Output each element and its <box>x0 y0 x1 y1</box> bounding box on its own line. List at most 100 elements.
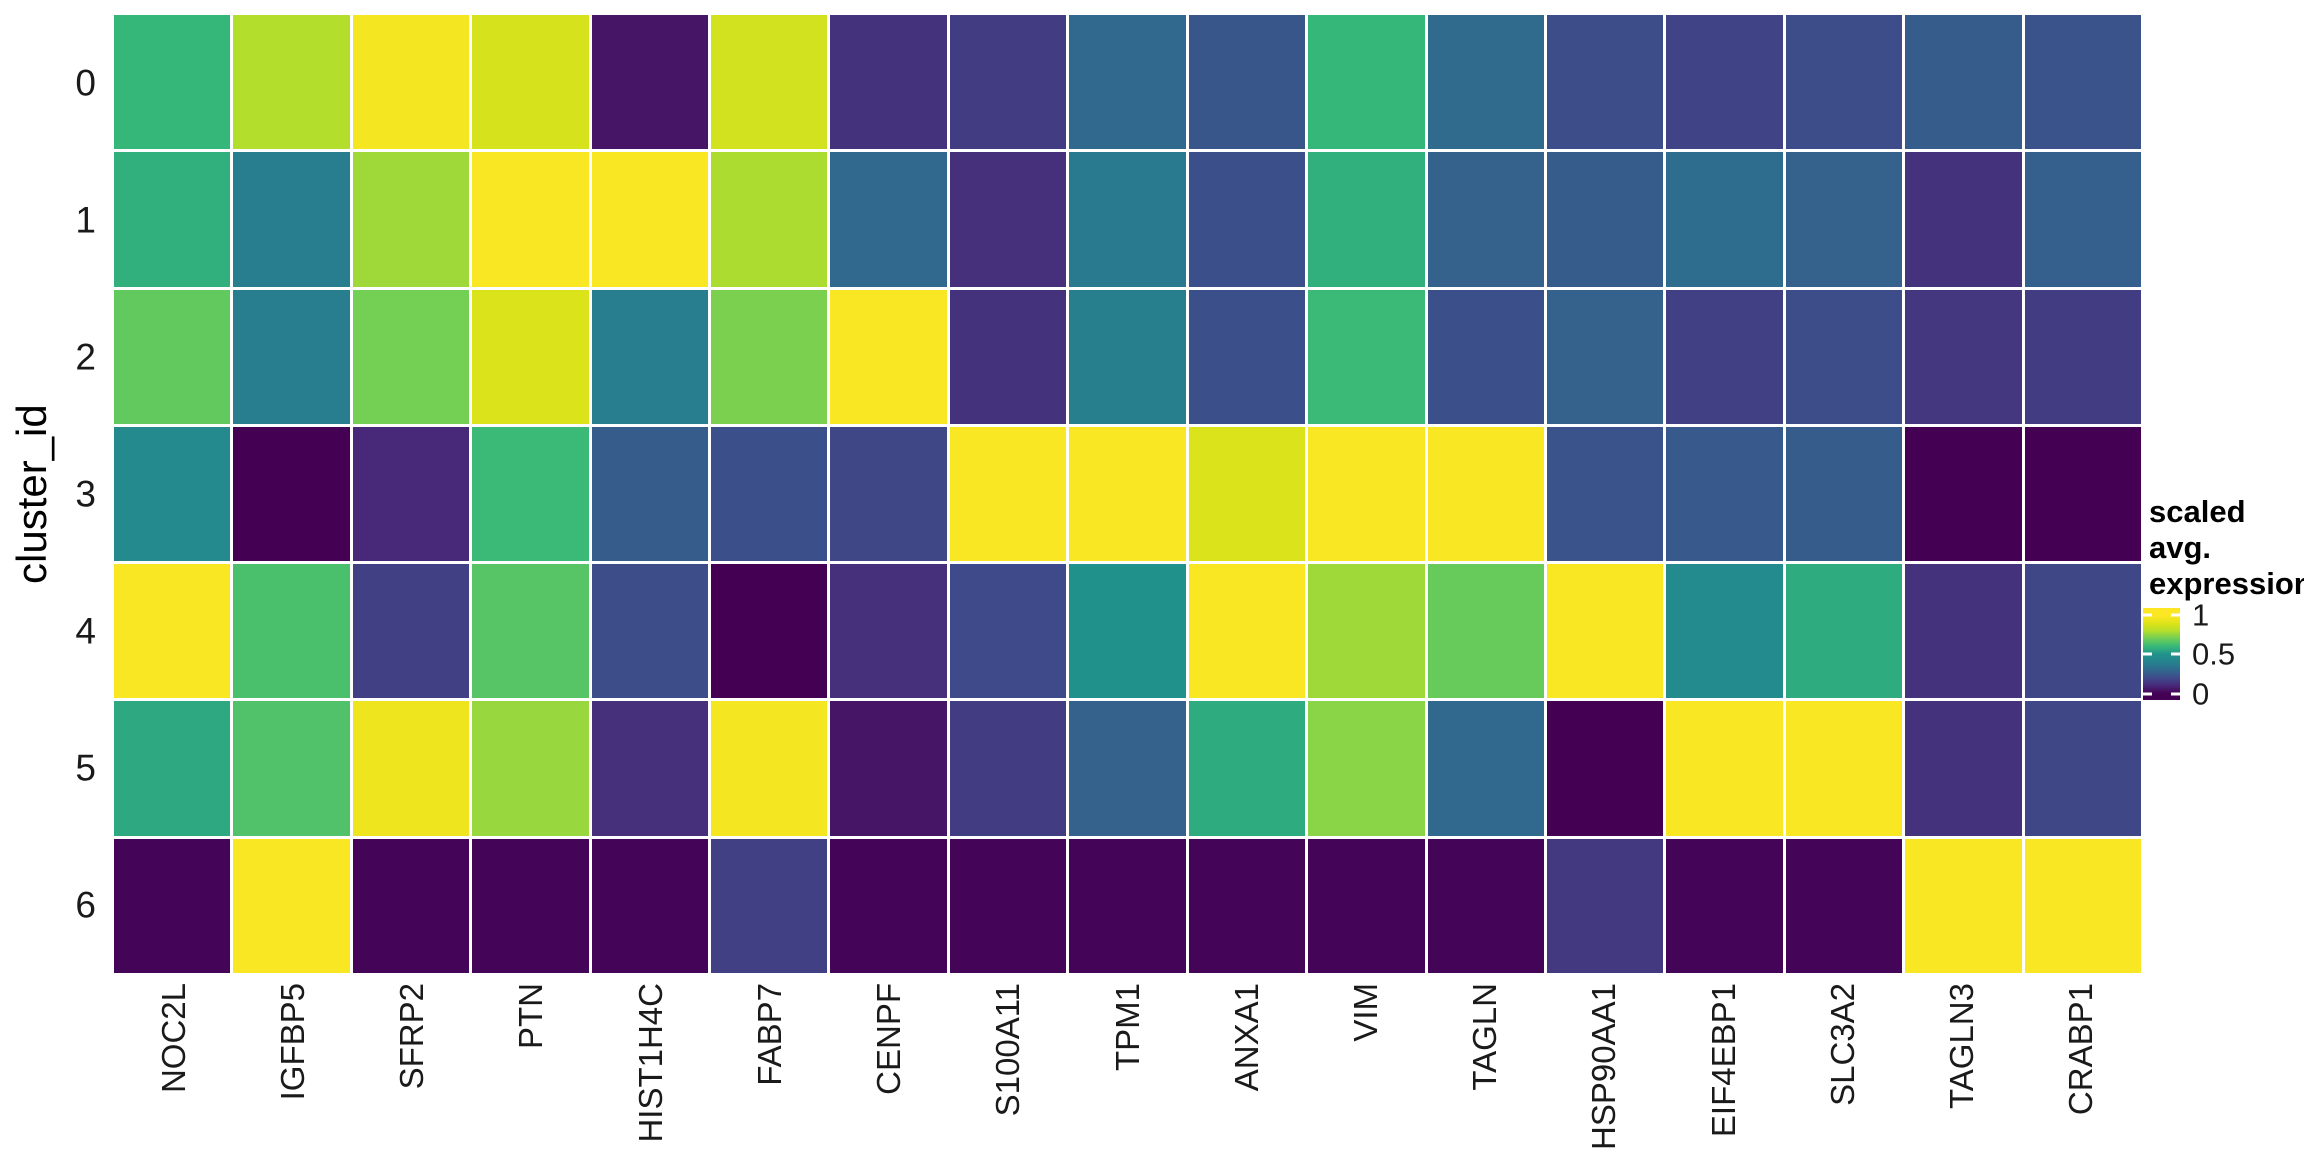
colorbar-tick-mark <box>2171 652 2180 656</box>
heatmap-cell <box>949 838 1067 973</box>
y-tick-label: 2 <box>75 336 96 378</box>
heatmap-cell <box>591 152 709 287</box>
heatmap-cell <box>1785 426 1903 562</box>
heatmap-cell <box>1666 426 1783 562</box>
heatmap-cell <box>1785 701 1903 836</box>
heatmap-cell <box>1427 426 1544 562</box>
heatmap-cell <box>1069 426 1186 562</box>
heatmap-cell <box>352 152 470 287</box>
heatmap-cell <box>830 564 947 699</box>
heatmap-cell <box>830 838 947 973</box>
heatmap-cell <box>1188 426 1306 562</box>
heatmap-cell <box>711 564 828 699</box>
heatmap-cell <box>2024 152 2141 287</box>
heatmap-cell <box>1069 152 1186 287</box>
heatmap-cell <box>591 15 709 150</box>
heatmap-cell <box>1905 701 2022 836</box>
heatmap-cell <box>233 15 350 150</box>
heatmap-cell <box>233 152 350 287</box>
heatmap-cell <box>1905 426 2022 562</box>
heatmap-cell <box>711 152 828 287</box>
heatmap-cell <box>830 426 947 562</box>
heatmap-cell <box>472 838 589 973</box>
colorbar-tick-mark <box>2143 613 2152 617</box>
heatmap-cell <box>591 564 709 699</box>
heatmap-cell <box>2024 564 2141 699</box>
x-tick-label: ANXA1 <box>1227 983 1265 1092</box>
heatmap-cell <box>1188 838 1306 973</box>
heatmap-cell <box>949 15 1067 150</box>
heatmap-cell <box>472 289 589 424</box>
heatmap-cell <box>114 426 231 562</box>
heatmap-cell <box>1308 152 1425 287</box>
colorbar-tick-mark <box>2171 692 2180 696</box>
x-tick-label: SLC3A2 <box>1823 983 1861 1106</box>
colorbar-tick-label: 1 <box>2192 597 2210 633</box>
heatmap-cell <box>352 838 470 973</box>
legend-title-line2: expression <box>2149 566 2304 601</box>
heatmap-cell <box>1546 289 1664 424</box>
heatmap-cell <box>352 564 470 699</box>
legend-tick-labels: 1 0.5 0 <box>2180 600 2290 709</box>
x-tick-label: S100A11 <box>989 983 1027 1117</box>
x-tick-label: TAGLN3 <box>1943 983 1981 1109</box>
heatmap-cell <box>1427 564 1544 699</box>
heatmap-cell <box>1427 838 1544 973</box>
heatmap-cell <box>352 701 470 836</box>
heatmap-cell <box>1188 152 1306 287</box>
colorbar-tick-mark <box>2143 692 2152 696</box>
heatmap-cell <box>1069 838 1186 973</box>
legend-title-line1: scaled avg. <box>2149 494 2246 565</box>
heatmap-cell <box>1546 426 1664 562</box>
heatmap-cell <box>711 15 828 150</box>
heatmap-cell <box>1546 701 1664 836</box>
heatmap-cell <box>1188 564 1306 699</box>
heatmap-cell <box>114 838 231 973</box>
heatmap-cell <box>830 701 947 836</box>
legend-colorbar <box>2143 608 2180 700</box>
heatmap-cell <box>591 701 709 836</box>
x-axis-labels: NOC2L IGFBP5 SFRP2 PTN HIST1H4C FABP7 CENPF S10… <box>114 983 2141 1152</box>
x-tick-label: EIF4EBP1 <box>1704 983 1742 1138</box>
heatmap-cell <box>1308 289 1425 424</box>
heatmap-cell <box>591 426 709 562</box>
heatmap-cell <box>2024 15 2141 150</box>
x-tick-label: CENPF <box>870 983 908 1095</box>
heatmap-cell <box>1666 289 1783 424</box>
colorbar-tick-mark <box>2143 652 2152 656</box>
heatmap-cell <box>472 15 589 150</box>
heatmap-cell <box>711 426 828 562</box>
heatmap-cell <box>1546 15 1664 150</box>
legend-colorbar-block: 1 0.5 0 <box>2143 600 2304 709</box>
y-axis-labels: 0 1 2 3 4 5 6 <box>0 15 100 973</box>
heatmap-cell <box>1188 289 1306 424</box>
heatmap-cell <box>2024 426 2141 562</box>
x-tick-label: HIST1H4C <box>631 983 669 1143</box>
heatmap-cell <box>1905 289 2022 424</box>
heatmap-cell <box>1069 289 1186 424</box>
heatmap-cell <box>711 701 828 836</box>
heatmap-cell <box>114 701 231 836</box>
heatmap-cell <box>114 289 231 424</box>
x-tick-label: CRABP1 <box>2062 983 2100 1116</box>
x-tick-label: HSP90AA1 <box>1585 983 1623 1150</box>
heatmap-cell <box>591 838 709 973</box>
heatmap-cell <box>1546 152 1664 287</box>
heatmap-cell <box>1546 564 1664 699</box>
heatmap-cell <box>1666 838 1783 973</box>
heatmap-cell <box>949 701 1067 836</box>
heatmap-cell <box>1785 289 1903 424</box>
heatmap-cell <box>711 289 828 424</box>
heatmap-cell <box>949 564 1067 699</box>
heatmap-cell <box>1308 564 1425 699</box>
heatmap-cell <box>233 701 350 836</box>
x-tick-label: TPM1 <box>1108 983 1146 1072</box>
heatmap-cell <box>233 838 350 973</box>
heatmap-cell <box>472 701 589 836</box>
heatmap-cell <box>2024 838 2141 973</box>
heatmap-cell <box>1069 15 1186 150</box>
heatmap-cell <box>114 564 231 699</box>
heatmap-cell <box>1785 564 1903 699</box>
x-tick-label: VIM <box>1346 983 1384 1042</box>
heatmap-cell <box>1427 701 1544 836</box>
